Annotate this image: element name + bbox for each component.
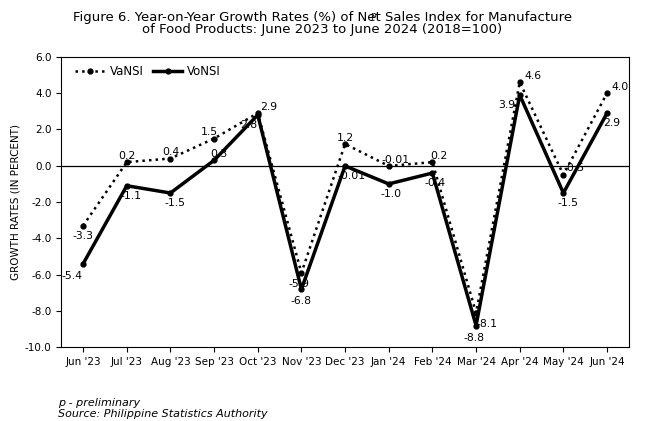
VaNSI [210, 136, 218, 141]
VoNSI [603, 111, 611, 116]
Text: 0.2: 0.2 [430, 151, 448, 161]
Text: -0.01: -0.01 [381, 155, 410, 165]
VaNSI [516, 80, 524, 85]
Text: 1.2: 1.2 [337, 133, 353, 143]
Text: -0.5: -0.5 [564, 163, 585, 173]
Line: VoNSI: VoNSI [81, 93, 610, 328]
Text: 2.9: 2.9 [603, 118, 620, 128]
VoNSI [166, 190, 174, 195]
Text: 0.4: 0.4 [162, 147, 179, 157]
Text: -8.1: -8.1 [477, 319, 497, 329]
VoNSI [123, 183, 131, 188]
VaNSI [166, 156, 174, 161]
Legend: VaNSI, VoNSI: VaNSI, VoNSI [73, 63, 223, 80]
Text: -0.4: -0.4 [424, 178, 445, 188]
Text: 0.3: 0.3 [210, 149, 227, 159]
Text: 2.8: 2.8 [241, 120, 257, 130]
VaNSI [385, 163, 393, 168]
Text: -1.0: -1.0 [381, 189, 401, 199]
Line: VaNSI: VaNSI [81, 80, 610, 315]
Text: -8.8: -8.8 [463, 333, 484, 343]
VoNSI [341, 163, 349, 168]
Text: 1.5: 1.5 [201, 127, 218, 137]
VaNSI [428, 160, 436, 165]
Text: -0.01: -0.01 [337, 171, 366, 181]
Text: of Food Products: June 2023 to June 2024 (2018=100): of Food Products: June 2023 to June 2024… [143, 23, 502, 36]
Text: 2.9: 2.9 [260, 102, 277, 112]
VaNSI [123, 160, 131, 165]
Text: -5.9: -5.9 [289, 279, 310, 289]
VaNSI [341, 141, 349, 147]
Text: -5.4: -5.4 [62, 271, 83, 281]
VaNSI [559, 172, 567, 177]
Text: p - preliminary
Source: Philippine Statistics Authority: p - preliminary Source: Philippine Stati… [58, 398, 268, 419]
Text: p: p [370, 11, 376, 20]
Text: -3.3: -3.3 [73, 231, 94, 241]
VoNSI [559, 190, 567, 195]
VoNSI [297, 287, 305, 292]
VoNSI [472, 323, 480, 328]
VaNSI [79, 223, 87, 228]
Text: 4.0: 4.0 [611, 82, 629, 92]
Text: 0.2: 0.2 [118, 151, 135, 161]
VoNSI [385, 181, 393, 187]
Y-axis label: GROWTH RATES (IN PERCENT): GROWTH RATES (IN PERCENT) [10, 124, 21, 280]
Text: Figure 6. Year-on-Year Growth Rates (%) of Net Sales Index for Manufacture: Figure 6. Year-on-Year Growth Rates (%) … [73, 11, 572, 24]
VaNSI [603, 91, 611, 96]
VoNSI [210, 158, 218, 163]
VaNSI [254, 111, 262, 116]
VaNSI [472, 310, 480, 315]
Text: 3.9: 3.9 [498, 100, 515, 110]
Text: -1.5: -1.5 [164, 198, 185, 208]
VoNSI [254, 112, 262, 117]
Text: -1.1: -1.1 [121, 191, 142, 201]
VoNSI [79, 261, 87, 266]
VaNSI [297, 270, 305, 275]
VoNSI [428, 171, 436, 176]
VoNSI [516, 93, 524, 98]
Text: 4.6: 4.6 [524, 71, 541, 81]
Text: -1.5: -1.5 [557, 198, 579, 208]
Text: -6.8: -6.8 [291, 296, 312, 306]
